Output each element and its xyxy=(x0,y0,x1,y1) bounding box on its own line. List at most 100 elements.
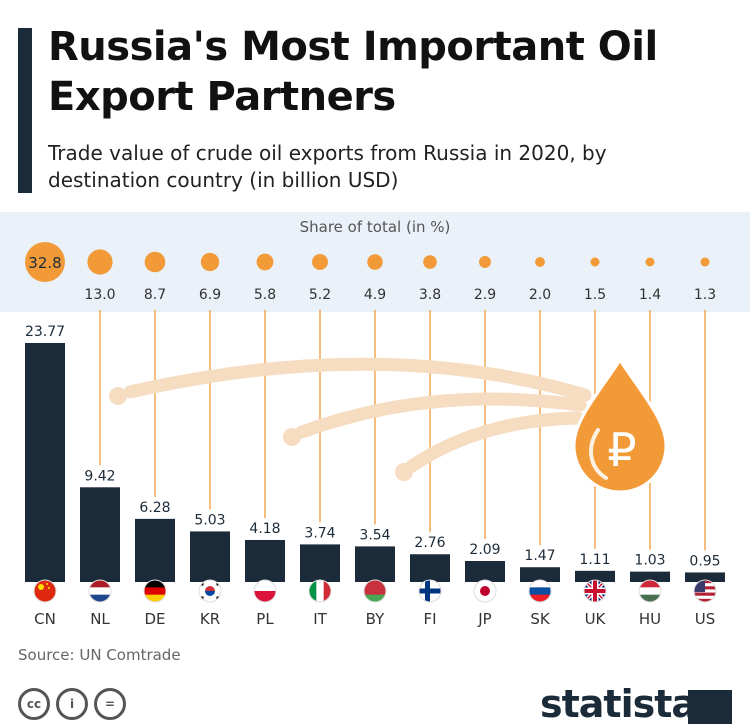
flag-taeguk xyxy=(205,591,215,596)
share-label: Share of total (in %) xyxy=(299,218,451,236)
flag-outline xyxy=(473,579,497,603)
bar-value-label: 6.28 xyxy=(139,500,170,516)
flag-stripe xyxy=(639,594,661,602)
export-arrow xyxy=(295,392,587,439)
belarus-flag-icon xyxy=(364,580,386,602)
statista-logo-mark xyxy=(688,690,732,724)
flag-stripe xyxy=(89,580,111,588)
china-flag-icon xyxy=(34,580,56,602)
uk-flag-icon xyxy=(584,580,606,602)
bar xyxy=(575,570,615,582)
share-circle xyxy=(87,249,113,275)
export-arrow-tip xyxy=(395,463,413,481)
share-label-value: 32.8 xyxy=(28,254,61,272)
source-note: Source: UN Comtrade xyxy=(18,646,181,664)
flag-stripe xyxy=(323,580,331,602)
flag-star xyxy=(46,583,48,585)
flag-stripe xyxy=(639,587,661,596)
share-circle xyxy=(535,257,545,267)
bar-value-label: 4.18 xyxy=(249,521,280,537)
category-label: HU xyxy=(639,610,661,628)
flag-stripe xyxy=(694,598,716,602)
flag-cross xyxy=(593,580,597,602)
bar xyxy=(520,567,560,582)
oil-drop-shine xyxy=(589,428,608,480)
bar-value-label: 0.95 xyxy=(689,553,720,569)
bar xyxy=(355,546,395,582)
flag-stripe xyxy=(694,592,716,597)
bar-value-label: 3.74 xyxy=(304,525,335,541)
bar xyxy=(135,518,175,582)
bar xyxy=(25,343,65,582)
share-label-value: 2.9 xyxy=(474,287,496,303)
netherlands-flag-icon xyxy=(89,580,111,602)
poland-flag-icon xyxy=(254,580,276,602)
category-label: UK xyxy=(585,610,607,628)
flag-outline xyxy=(528,579,552,603)
category-label: DE xyxy=(144,610,165,628)
chart-title: Russia's Most Important Oil Export Partn… xyxy=(48,24,658,120)
flag-stripe xyxy=(364,594,386,602)
share-circle xyxy=(367,254,383,270)
flag-outline xyxy=(198,579,222,603)
share-label-value: 5.8 xyxy=(254,287,276,303)
share-circle xyxy=(200,252,220,272)
flag-star xyxy=(48,587,50,589)
cc-icon: cc xyxy=(18,688,50,720)
no-derivatives-icon: = xyxy=(94,688,126,720)
flag-outline xyxy=(418,579,442,603)
bar xyxy=(80,487,120,582)
share-label-value: 5.2 xyxy=(309,287,331,303)
flag-outline xyxy=(638,579,662,603)
flag-outline xyxy=(308,579,332,603)
category-label: SK xyxy=(530,610,551,628)
flag-stripe xyxy=(144,580,166,588)
bar-chart: ₽32.8 13.0 8.7 6.9 5.8 5.2 4.9 3.8 2.9 2.0 1.5 1.4 1… xyxy=(25,242,725,628)
flag-stripe xyxy=(309,580,317,602)
share-label-value: 1.3 xyxy=(694,287,716,303)
flag-cross xyxy=(425,580,430,602)
flag-outline xyxy=(88,579,112,603)
flag-stripe xyxy=(364,580,386,588)
germany-flag-icon xyxy=(144,580,166,602)
category-label: KR xyxy=(200,610,220,628)
ruble-symbol: ₽ xyxy=(607,423,636,477)
flag-stripe xyxy=(529,580,551,588)
share-circle xyxy=(645,257,655,267)
share-label-value: 13.0 xyxy=(84,287,115,303)
share-label-value: 4.9 xyxy=(364,287,386,303)
bar-value-label: 1.47 xyxy=(524,548,555,564)
category-label: BY xyxy=(366,610,385,628)
bar xyxy=(410,554,450,582)
share-circle xyxy=(700,257,710,267)
flag-taeguk xyxy=(205,586,215,591)
flag-outline xyxy=(33,579,57,603)
bar xyxy=(630,571,670,582)
flag-stripe xyxy=(529,594,551,602)
share-circle xyxy=(144,251,166,273)
bar-value-label: 9.42 xyxy=(84,468,115,484)
bar-value-label: 2.76 xyxy=(414,535,445,551)
attribution-icon: i xyxy=(56,688,88,720)
hungary-flag-icon xyxy=(639,580,661,602)
share-label-value: 1.5 xyxy=(584,287,606,303)
share-circle xyxy=(312,254,328,270)
flag-outline xyxy=(583,579,607,603)
bar-value-label: 1.11 xyxy=(579,552,610,568)
flag-stripe xyxy=(144,587,166,596)
chart-subtitle: Trade value of crude oil exports from Ru… xyxy=(48,141,607,192)
flag-outline xyxy=(693,579,717,603)
share-label-value: 1.4 xyxy=(639,287,661,303)
flag-stripe xyxy=(89,587,111,596)
flag-star xyxy=(38,584,44,590)
share-circle xyxy=(25,242,65,282)
flag-outline xyxy=(143,579,167,603)
flag-stripe xyxy=(529,587,551,596)
flag-stripe xyxy=(316,580,325,602)
category-label: US xyxy=(695,610,716,628)
bar-value-label: 5.03 xyxy=(194,512,225,528)
export-arrow-tip xyxy=(283,428,301,446)
share-circle xyxy=(256,253,274,271)
bar xyxy=(465,560,505,582)
